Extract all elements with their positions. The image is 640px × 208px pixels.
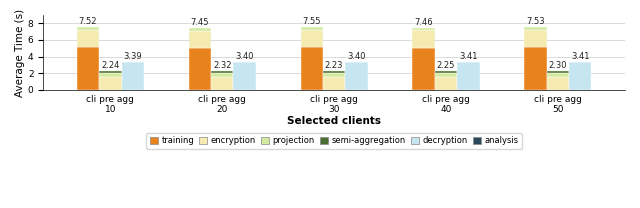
Bar — [412, 31, 435, 48]
Bar — [77, 47, 99, 90]
Text: 7.46: 7.46 — [414, 18, 433, 27]
Bar — [211, 71, 234, 73]
Bar — [524, 30, 547, 47]
Text: 2.32: 2.32 — [213, 61, 232, 70]
Text: 3.40: 3.40 — [348, 52, 365, 61]
Bar — [323, 71, 346, 73]
Bar — [301, 27, 323, 30]
Bar — [346, 62, 368, 90]
Y-axis label: Average Time (s): Average Time (s) — [15, 8, 25, 97]
Bar — [99, 73, 122, 77]
Text: 3.41: 3.41 — [459, 52, 477, 61]
Text: 3.41: 3.41 — [571, 52, 589, 61]
Legend: training, encryption, projection, semi-aggregation, decryption, analysis: training, encryption, projection, semi-a… — [147, 133, 522, 149]
Bar — [524, 47, 547, 90]
Bar — [234, 62, 256, 90]
Bar — [547, 71, 569, 73]
Bar — [122, 62, 144, 90]
Bar — [99, 71, 122, 73]
Bar — [435, 77, 457, 90]
Bar — [189, 48, 211, 90]
Bar — [77, 30, 99, 47]
Text: 2.24: 2.24 — [101, 61, 120, 70]
Bar — [99, 77, 122, 90]
X-axis label: Selected clients: Selected clients — [287, 115, 381, 126]
Bar — [435, 71, 457, 73]
Bar — [412, 48, 435, 90]
Text: 2.30: 2.30 — [548, 61, 567, 70]
Text: 7.52: 7.52 — [79, 17, 97, 26]
Bar — [412, 28, 435, 31]
Bar — [524, 27, 547, 30]
Bar — [211, 77, 234, 90]
Text: 3.40: 3.40 — [236, 52, 254, 61]
Text: 2.25: 2.25 — [437, 61, 455, 70]
Bar — [323, 77, 346, 90]
Bar — [77, 27, 99, 30]
Text: 7.45: 7.45 — [191, 18, 209, 27]
Bar — [435, 73, 457, 77]
Bar — [569, 62, 591, 90]
Bar — [547, 73, 569, 77]
Text: 3.39: 3.39 — [124, 52, 142, 61]
Text: 2.23: 2.23 — [325, 61, 344, 70]
Text: 7.53: 7.53 — [526, 17, 545, 26]
Bar — [457, 62, 479, 90]
Text: 7.55: 7.55 — [303, 17, 321, 26]
Bar — [301, 30, 323, 47]
Bar — [211, 73, 234, 77]
Bar — [323, 73, 346, 77]
Bar — [301, 47, 323, 90]
Bar — [189, 28, 211, 31]
Bar — [547, 77, 569, 90]
Bar — [189, 31, 211, 48]
